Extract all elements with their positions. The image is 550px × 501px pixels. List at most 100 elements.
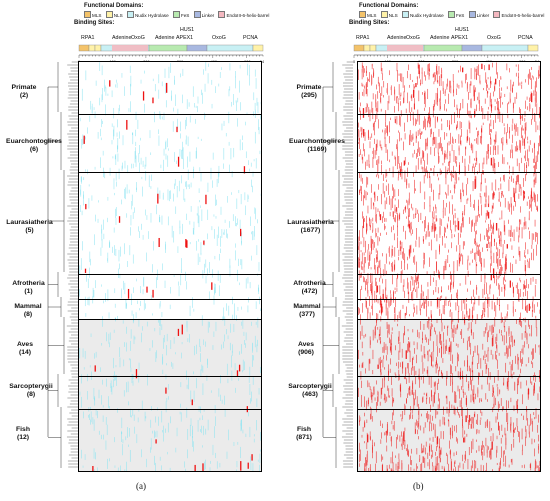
variant-mark — [504, 197, 506, 208]
variant-mark — [377, 299, 379, 304]
variant-mark — [380, 387, 382, 399]
variant-mark — [80, 258, 82, 270]
variant-mark — [126, 382, 127, 393]
variant-mark — [468, 447, 470, 456]
variant-mark — [436, 466, 437, 471]
variant-mark — [215, 86, 216, 94]
variant-mark — [131, 310, 133, 316]
variant-mark-highlight — [205, 194, 207, 205]
variant-mark — [118, 249, 120, 262]
variant-mark — [204, 83, 206, 92]
variant-mark-highlight — [84, 268, 87, 273]
variant-mark — [453, 80, 454, 93]
variant-mark — [369, 223, 371, 231]
variant-mark — [525, 122, 527, 131]
variant-mark — [420, 157, 422, 164]
variant-mark — [517, 384, 518, 395]
variant-mark — [198, 215, 200, 228]
variant-mark — [529, 333, 531, 337]
variant-mark — [470, 423, 472, 429]
variant-mark — [451, 425, 453, 436]
variant-mark — [440, 219, 442, 226]
variant-mark — [411, 389, 413, 395]
variant-mark — [439, 75, 440, 87]
variant-mark — [412, 207, 414, 211]
variant-mark — [397, 434, 398, 440]
variant-mark — [377, 250, 378, 262]
variant-mark — [423, 120, 424, 130]
variant-mark — [404, 253, 406, 264]
variant-mark — [450, 427, 451, 440]
variant-mark — [150, 438, 152, 450]
variant-mark — [116, 181, 117, 187]
variant-mark — [529, 230, 530, 240]
variant-mark — [478, 372, 479, 380]
variant-mark — [199, 200, 200, 203]
variant-mark — [429, 459, 430, 470]
variant-mark — [365, 297, 367, 308]
variant-mark — [446, 236, 447, 239]
variant-mark — [502, 434, 503, 438]
variant-mark — [388, 464, 390, 469]
variant-mark — [416, 76, 418, 80]
variant-mark — [437, 411, 439, 415]
variant-mark — [412, 111, 414, 120]
variant-mark — [490, 146, 491, 155]
variant-mark — [449, 153, 451, 163]
domain-legend: MLS NLS Nudix Hydrolase FeS Linker EndoI… — [84, 11, 272, 18]
variant-mark — [83, 194, 84, 206]
variant-mark — [119, 131, 120, 139]
variant-mark — [436, 297, 438, 309]
variant-mark — [413, 248, 414, 253]
variant-mark — [443, 153, 445, 163]
variant-mark — [81, 88, 83, 101]
variant-mark — [433, 72, 435, 77]
variant-mark — [250, 456, 251, 463]
variant-mark — [177, 246, 179, 253]
variant-mark — [455, 302, 457, 311]
variant-mark — [490, 448, 492, 460]
variant-mark — [261, 373, 262, 376]
variant-mark — [450, 309, 451, 312]
variant-mark — [483, 446, 485, 456]
variant-mark — [452, 74, 454, 82]
variant-mark — [365, 280, 366, 290]
variant-mark — [186, 181, 187, 190]
variant-mark — [506, 381, 508, 390]
variant-mark — [205, 259, 207, 268]
site-oxog-1: OxoG — [131, 35, 145, 41]
variant-mark — [449, 450, 451, 455]
variant-mark — [524, 250, 526, 254]
variant-mark — [444, 226, 445, 238]
variant-mark — [468, 91, 469, 100]
variant-mark — [534, 177, 536, 185]
variant-mark — [458, 177, 460, 181]
variant-mark — [509, 127, 510, 139]
variant-mark — [415, 375, 417, 385]
variant-mark — [192, 228, 194, 235]
variant-mark — [507, 378, 508, 387]
variant-mark — [521, 359, 522, 367]
variant-mark — [462, 454, 463, 462]
variant-mark — [485, 470, 486, 471]
variant-mark — [476, 215, 478, 222]
variant-mark — [462, 182, 464, 193]
variant-mark — [408, 464, 409, 471]
variant-mark — [180, 121, 181, 132]
variant-mark — [256, 245, 258, 256]
variant-mark — [408, 183, 410, 188]
variant-mark — [429, 63, 430, 72]
variant-mark — [453, 452, 455, 457]
variant-mark — [478, 295, 480, 306]
variant-mark — [520, 320, 521, 326]
variant-mark — [401, 251, 403, 259]
variant-mark — [467, 355, 468, 368]
variant-mark — [487, 84, 488, 88]
variant-mark — [526, 290, 528, 300]
variant-mark — [538, 414, 539, 423]
variant-mark — [358, 236, 360, 247]
variant-mark — [400, 110, 402, 117]
variant-mark — [478, 353, 480, 364]
variant-mark — [500, 183, 502, 190]
variant-mark — [373, 72, 374, 78]
